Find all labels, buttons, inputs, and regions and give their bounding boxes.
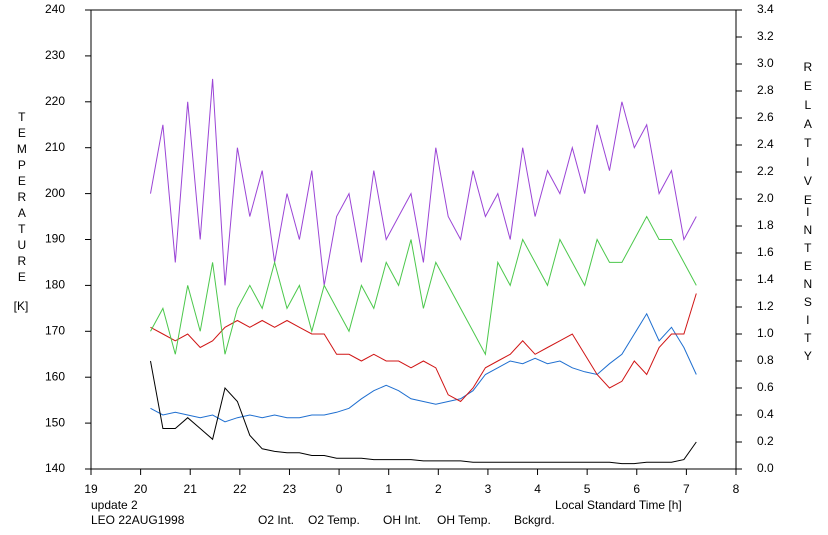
- x-tick-label: 21: [184, 482, 198, 496]
- y-tick-label: 230: [45, 48, 65, 62]
- legend-entry: OH Temp.: [437, 513, 491, 527]
- y2-tick-label: 0.6: [757, 380, 774, 394]
- plot-frame: [90, 9, 737, 470]
- series-line: [150, 78, 697, 286]
- y2-tick-label: 0.8: [757, 353, 774, 367]
- x-tick-label: 1: [385, 482, 392, 496]
- x-tick-label: 5: [584, 482, 591, 496]
- y2-tick-label: 2.6: [757, 110, 774, 124]
- x-tick-label: 6: [633, 482, 640, 496]
- y-tick-label: 220: [45, 94, 65, 108]
- x-tick-label: 2: [435, 482, 442, 496]
- y2-tick-label: 2.2: [757, 164, 774, 178]
- y2-tick-label: 1.8: [757, 218, 774, 232]
- legend-entry: O2 Temp.: [308, 513, 360, 527]
- series-line: [150, 215, 697, 356]
- x-tick-label: 3: [485, 482, 492, 496]
- y2-axis-title: INTENSITY: [801, 205, 815, 367]
- x-tick-label: 22: [233, 482, 247, 496]
- y2-tick-label: 2.0: [757, 191, 774, 205]
- y2-tick-label: 0.0: [757, 461, 774, 475]
- y-tick-label: 190: [45, 232, 65, 246]
- y2-tick-label: 0.2: [757, 434, 774, 448]
- legend-entry: OH Int.: [383, 513, 421, 527]
- station: LEO 22AUG1998: [91, 513, 185, 527]
- series-line: [150, 312, 697, 423]
- legend-entry: Bckgrd.: [514, 513, 555, 527]
- y2-tick-label: 2.8: [757, 83, 774, 97]
- x-tick-label: 8: [733, 482, 740, 496]
- y2-tick-label: 1.6: [757, 245, 774, 259]
- y2-tick-label: 3.4: [757, 2, 774, 16]
- x-tick-label: 4: [534, 482, 541, 496]
- series-line: [150, 293, 697, 403]
- legend-entry: O2 Int.: [258, 513, 294, 527]
- y-tick-label: 170: [45, 323, 65, 337]
- x-axis-title: Local Standard Time [h]: [555, 498, 682, 512]
- x-tick-label: 7: [683, 482, 690, 496]
- y-tick-label: 240: [45, 2, 65, 16]
- y-tick-label: 160: [45, 369, 65, 383]
- note: update 2: [91, 498, 138, 512]
- y2-axis-title: RELATIVE: [801, 60, 815, 212]
- y-tick-label: 150: [45, 415, 65, 429]
- y2-tick-label: 2.4: [757, 137, 774, 151]
- x-tick-label: 19: [84, 482, 98, 496]
- x-tick-label: 23: [283, 482, 297, 496]
- x-tick-label: 20: [134, 482, 148, 496]
- y2-tick-label: 1.2: [757, 299, 774, 313]
- y2-tick-label: 3.2: [757, 29, 774, 43]
- y2-tick-label: 1.4: [757, 272, 774, 286]
- y-tick-label: 180: [45, 278, 65, 292]
- x-tick-label: 0: [336, 482, 343, 496]
- y2-tick-label: 0.4: [757, 407, 774, 421]
- y2-tick-label: 3.0: [757, 56, 774, 70]
- y2-tick-label: 1.0: [757, 326, 774, 340]
- y-tick-label: 200: [45, 186, 65, 200]
- y-axis-unit: [K]: [14, 299, 29, 313]
- y-axis-title: TEMPERATURE: [15, 110, 29, 286]
- y-tick-label: 140: [45, 461, 65, 475]
- y-tick-label: 210: [45, 140, 65, 154]
- series-line: [150, 360, 697, 465]
